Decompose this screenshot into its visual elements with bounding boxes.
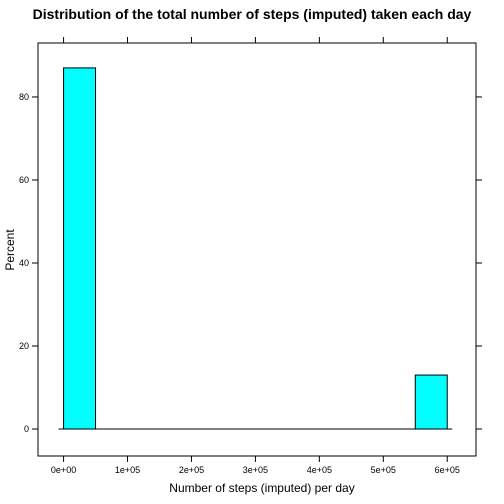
chart-title: Distribution of the total number of step… [33, 6, 472, 22]
axis-ticks: 0e+00 1e+05 2e+05 3e+05 4e+05 5e+05 6e+05 0 20 40… [19, 37, 482, 475]
histogram-bars [63, 67, 448, 430]
histogram-bar [63, 67, 97, 430]
x-tick-label: 3e+05 [243, 465, 268, 475]
x-tick-label: 0e+00 [51, 465, 76, 475]
x-axis-label: Number of steps (imputed) per day [169, 481, 354, 495]
y-tick-label: 40 [19, 258, 29, 268]
y-axis-label: Percent [3, 229, 17, 271]
y-tick-label: 0 [24, 424, 29, 434]
histogram-bar [414, 374, 448, 430]
x-tick-label: 2e+05 [179, 465, 204, 475]
plot-panel [37, 42, 477, 457]
x-tick-label: 4e+05 [307, 465, 332, 475]
x-tick-label: 5e+05 [371, 465, 396, 475]
y-tick-label: 20 [19, 341, 29, 351]
y-tick-label: 80 [19, 92, 29, 102]
x-tick-label: 6e+05 [435, 465, 460, 475]
x-tick-label: 1e+05 [115, 465, 140, 475]
y-tick-label: 60 [19, 175, 29, 185]
